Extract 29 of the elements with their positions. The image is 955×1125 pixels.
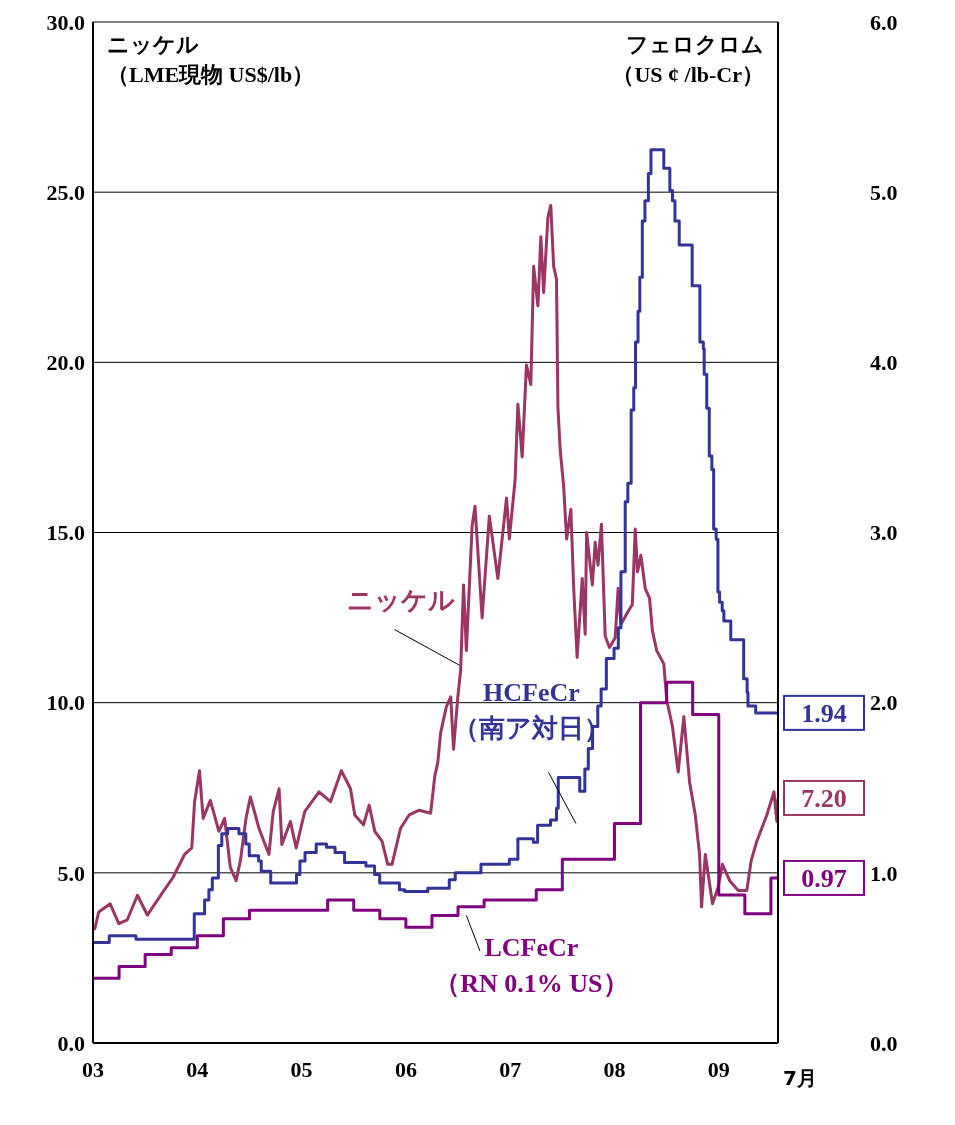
y-tick-label: 30.0 — [46, 9, 85, 35]
text: 7月 — [783, 1066, 817, 1090]
y2-tick-label: 1.0 — [870, 860, 898, 886]
x-tick-label: 06 — [394, 1056, 417, 1082]
y-tick-label: 5.0 — [57, 860, 85, 886]
x-tick-label: 09 — [707, 1056, 730, 1082]
y-tick-label: 20.0 — [46, 350, 85, 376]
x-tick-label: 08 — [603, 1056, 626, 1082]
y2-tick-label: 0.0 — [870, 1030, 898, 1056]
y2-tick-label: 5.0 — [870, 179, 898, 205]
series-label: ニッケル — [347, 586, 456, 616]
y-tick-label: 25.0 — [46, 179, 85, 205]
y-tick-label: 0.0 — [57, 1030, 85, 1056]
y2-axis-title: フェロクロム（US ¢ /lb-Cr） — [612, 32, 764, 87]
data-label: 7.20 — [801, 783, 847, 813]
y2-tick-label: 2.0 — [870, 690, 898, 716]
x-tick-label: 05 — [290, 1056, 313, 1082]
y2-tick-label: 4.0 — [870, 350, 898, 376]
y2-tick-label: 6.0 — [870, 9, 898, 35]
data-label: 0.97 — [801, 863, 847, 893]
y-tick-label: 15.0 — [46, 520, 85, 546]
data-label: 1.94 — [801, 698, 847, 728]
x-tick-label: 07 — [499, 1056, 522, 1082]
y-tick-label: 10.0 — [46, 690, 85, 716]
y2-tick-label: 3.0 — [870, 520, 898, 546]
series-label: LCFeCr （RN 0.1% US） — [434, 933, 629, 999]
x-tick-label: 04 — [186, 1056, 209, 1082]
x-tick-label: 03 — [82, 1056, 104, 1082]
y-axis-title: ニッケル（LME現物 US$/lb） — [107, 32, 315, 87]
